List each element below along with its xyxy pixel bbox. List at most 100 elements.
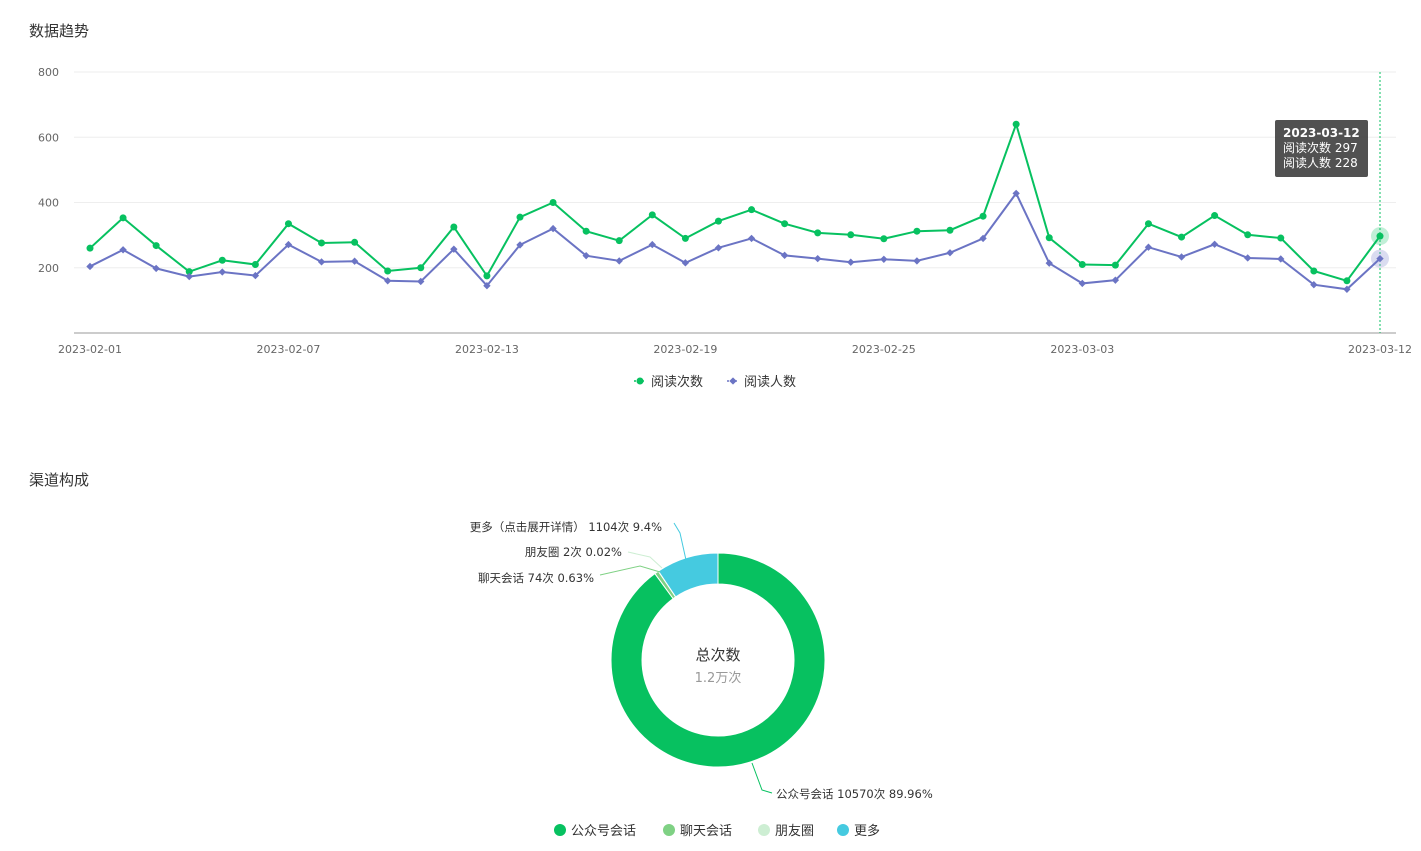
data-point — [384, 267, 392, 275]
data-point — [1376, 254, 1384, 263]
data-point — [218, 268, 226, 276]
data-point — [714, 217, 722, 225]
x-tick-label: 2023-03-03 — [1050, 343, 1114, 356]
x-tick-label: 2023-02-07 — [256, 343, 320, 356]
data-point — [681, 234, 689, 242]
data-point — [913, 257, 921, 265]
data-point — [681, 259, 690, 267]
data-point — [1045, 234, 1053, 242]
data-point — [251, 271, 260, 280]
data-point — [1078, 260, 1086, 268]
data-point — [417, 264, 425, 272]
data-point — [86, 244, 94, 252]
tooltip-date: 2023-03-12 — [1283, 126, 1360, 140]
data-point — [152, 264, 160, 273]
trend-section-title: 数据趋势 — [29, 22, 90, 40]
slice-label: 聊天会话 74次 0.63% — [478, 571, 594, 585]
data-point — [119, 246, 127, 254]
data-point — [781, 220, 789, 228]
x-tick-label: 2023-02-13 — [455, 343, 519, 356]
data-point — [483, 272, 491, 280]
y-tick-label: 200 — [38, 262, 59, 275]
y-tick-label: 400 — [38, 197, 59, 210]
data-point — [615, 257, 623, 265]
legend-marker — [758, 824, 770, 836]
data-point — [979, 212, 987, 220]
x-tick-label: 2023-02-19 — [653, 343, 717, 356]
data-point — [1012, 189, 1020, 198]
data-point — [1078, 279, 1086, 288]
data-point — [384, 277, 392, 285]
leader-line — [673, 522, 687, 561]
y-tick-label: 800 — [38, 66, 59, 79]
donut-center-title: 总次数 — [695, 646, 740, 664]
legend-marker — [837, 824, 849, 836]
legend-label: 更多 — [854, 823, 880, 839]
legend-label: 朋友圈 — [775, 823, 814, 839]
legend-label: 阅读次数 — [651, 374, 703, 390]
data-point — [1111, 261, 1119, 269]
data-point — [615, 237, 623, 245]
slice-label: 更多（点击展开详情） 1104次 9.4% — [470, 520, 662, 534]
data-point — [1277, 255, 1285, 263]
data-point — [1310, 281, 1318, 289]
slice-label: 朋友圈 2次 0.02% — [525, 545, 622, 559]
legend-marker — [636, 377, 644, 385]
data-point — [880, 235, 888, 243]
legend-label: 阅读人数 — [744, 375, 796, 390]
channel-section-title: 渠道构成 — [29, 471, 90, 489]
series-line — [89, 191, 1381, 291]
data-point — [913, 227, 921, 235]
data-point — [1244, 231, 1252, 239]
data-point — [450, 223, 458, 231]
data-point — [119, 214, 127, 222]
data-point — [1343, 277, 1351, 285]
data-point — [516, 241, 524, 249]
y-tick-label: 600 — [38, 131, 59, 144]
trend-line-chart[interactable]: 200 400 600 800 2023-02-01 2023-02-07 2023-02-… — [0, 0, 1421, 420]
leader-line — [627, 551, 663, 569]
data-point — [1144, 220, 1152, 228]
data-point — [417, 277, 425, 286]
data-point — [1178, 233, 1186, 241]
leader-line — [599, 565, 661, 576]
data-point — [185, 268, 193, 276]
data-point — [516, 213, 524, 221]
data-point — [351, 238, 359, 246]
data-point — [880, 255, 888, 263]
data-point — [185, 272, 193, 281]
data-point — [648, 211, 656, 219]
data-point — [1376, 232, 1384, 240]
data-point — [317, 258, 326, 266]
data-point — [284, 220, 292, 228]
data-point — [350, 257, 359, 265]
legend-marker — [663, 824, 675, 836]
x-tick-label: 2023-02-25 — [852, 343, 916, 356]
data-point — [251, 260, 259, 268]
legend-label: 聊天会话 — [680, 824, 732, 839]
legend-marker — [729, 377, 737, 385]
data-point — [1012, 120, 1020, 128]
data-point — [847, 231, 855, 239]
data-point — [483, 282, 491, 290]
data-point — [1277, 234, 1285, 242]
data-point — [549, 199, 557, 206]
data-point — [847, 258, 855, 266]
donut-slice — [657, 552, 719, 598]
data-point — [218, 256, 226, 264]
data-point — [814, 229, 822, 237]
data-point — [748, 206, 756, 214]
slice-label: 公众号会话 10570次 89.96% — [776, 787, 933, 801]
x-tick-label: 2023-02-01 — [58, 343, 122, 356]
chart-tooltip: 2023-03-12 阅读次数 297 阅读人数 228 — [1275, 120, 1368, 177]
data-point — [1211, 212, 1219, 220]
leader-line — [751, 762, 773, 794]
data-point — [946, 226, 954, 234]
series-line — [89, 120, 1381, 282]
donut-slice — [610, 552, 826, 768]
x-tick-label: 2023-03-12 — [1348, 343, 1412, 356]
tooltip-line-readers: 阅读人数 228 — [1283, 156, 1358, 170]
legend-marker — [554, 824, 566, 836]
data-point — [318, 239, 326, 247]
